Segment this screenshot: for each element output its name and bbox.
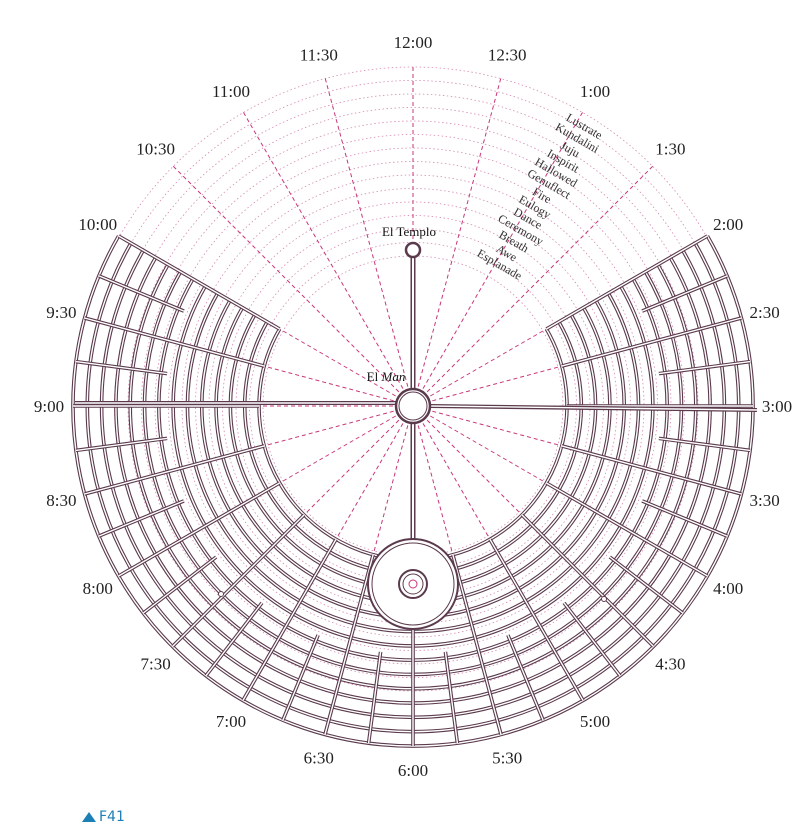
- road-fill: [172, 514, 305, 647]
- road-fill: [658, 360, 751, 375]
- road-fill: [84, 317, 265, 367]
- figure-caption[interactable]: F41: [82, 809, 125, 825]
- road-fill: [98, 500, 185, 537]
- plaza-dot: [408, 579, 418, 589]
- road-fill: [658, 437, 751, 452]
- radial-street: [242, 111, 404, 389]
- road-fill: [489, 539, 584, 701]
- road-fill: [118, 235, 280, 330]
- road-fill: [84, 445, 265, 495]
- road-fill: [561, 317, 742, 367]
- clock-label: 3:00: [762, 397, 792, 416]
- road-fill: [561, 445, 742, 495]
- clock-label: 1:00: [580, 82, 610, 101]
- road-fill: [367, 651, 382, 744]
- clock-label: 3:30: [749, 491, 779, 510]
- clock-label: 6:00: [398, 761, 428, 780]
- road-fill: [609, 556, 684, 614]
- center-spine: [75, 241, 758, 630]
- road-fill: [546, 235, 708, 330]
- block-roads: [71, 234, 755, 748]
- clock-label: 11:30: [300, 45, 338, 64]
- up-triangle-icon: [82, 812, 96, 822]
- plaza-center-inner: [402, 573, 424, 595]
- portal-7-30: [218, 591, 224, 597]
- spine-east-inner: [429, 405, 758, 411]
- portal-4-30: [601, 596, 607, 602]
- road-fill: [98, 275, 185, 312]
- city-plan-map: 12:00 12:30 1:00 1:30 2:00 2:30 3:00 3:30 4:00 4:…: [34, 33, 792, 780]
- road-fill: [521, 514, 654, 647]
- radial-street: [417, 77, 502, 387]
- road-fill: [452, 554, 502, 735]
- plaza-outer-inner: [371, 542, 455, 626]
- clock-label: 8:30: [46, 491, 76, 510]
- radial-street: [172, 165, 400, 393]
- road-fill: [142, 556, 217, 614]
- radial-street: [426, 165, 654, 393]
- clock-label: 4:00: [713, 579, 743, 598]
- road-fill: [324, 554, 374, 735]
- road-fill: [205, 602, 263, 677]
- temple-label: El Templo: [382, 224, 436, 239]
- man-circle-inner: [398, 391, 428, 421]
- clock-label: 6:30: [304, 749, 334, 768]
- clock-label: 9:30: [46, 303, 76, 322]
- man-circle: [394, 387, 432, 425]
- road-fill: [282, 634, 319, 721]
- road-fill: [75, 360, 168, 375]
- road-fill: [242, 539, 337, 701]
- road-fill: [75, 437, 168, 452]
- man-label-prefix: El: [367, 369, 382, 384]
- clock-label: 2:00: [713, 215, 743, 234]
- road-fill: [563, 602, 621, 677]
- road-fill: [641, 500, 728, 537]
- road-fill: [641, 275, 728, 312]
- clock-label: 8:00: [83, 579, 113, 598]
- clock-label: 7:30: [140, 654, 170, 673]
- clock-label: 2:30: [749, 303, 779, 322]
- clock-label: 7:00: [216, 712, 246, 731]
- road-fill: [444, 651, 459, 744]
- clock-label: 10:00: [78, 215, 117, 234]
- clock-label: 4:30: [655, 654, 685, 673]
- clock-label: 5:00: [580, 712, 610, 731]
- clock-label: 10:30: [136, 140, 175, 159]
- road-fill: [118, 482, 280, 577]
- figure-label: F41: [99, 809, 125, 825]
- man-label-name: Man: [380, 369, 405, 384]
- clock-label: 11:00: [212, 82, 250, 101]
- clock-labels: 12:00 12:30 1:00 1:30 2:00 2:30 3:00 3:30 4:00 4:…: [34, 33, 792, 780]
- man-label: El Man: [367, 369, 406, 384]
- clock-label: 5:30: [492, 749, 522, 768]
- clock-label: 12:30: [488, 45, 527, 64]
- radial-street: [422, 111, 584, 389]
- clock-label: 12:00: [394, 33, 433, 52]
- clock-label: 9:00: [34, 397, 64, 416]
- road-fill: [507, 634, 544, 721]
- clock-label: 1:30: [655, 140, 685, 159]
- radial-street: [324, 77, 409, 387]
- street-labels: EsplanadeAweBreathCeremonyDanceEulogyFir…: [475, 110, 605, 282]
- temple-circle: [404, 241, 422, 259]
- road-fill: [546, 482, 708, 577]
